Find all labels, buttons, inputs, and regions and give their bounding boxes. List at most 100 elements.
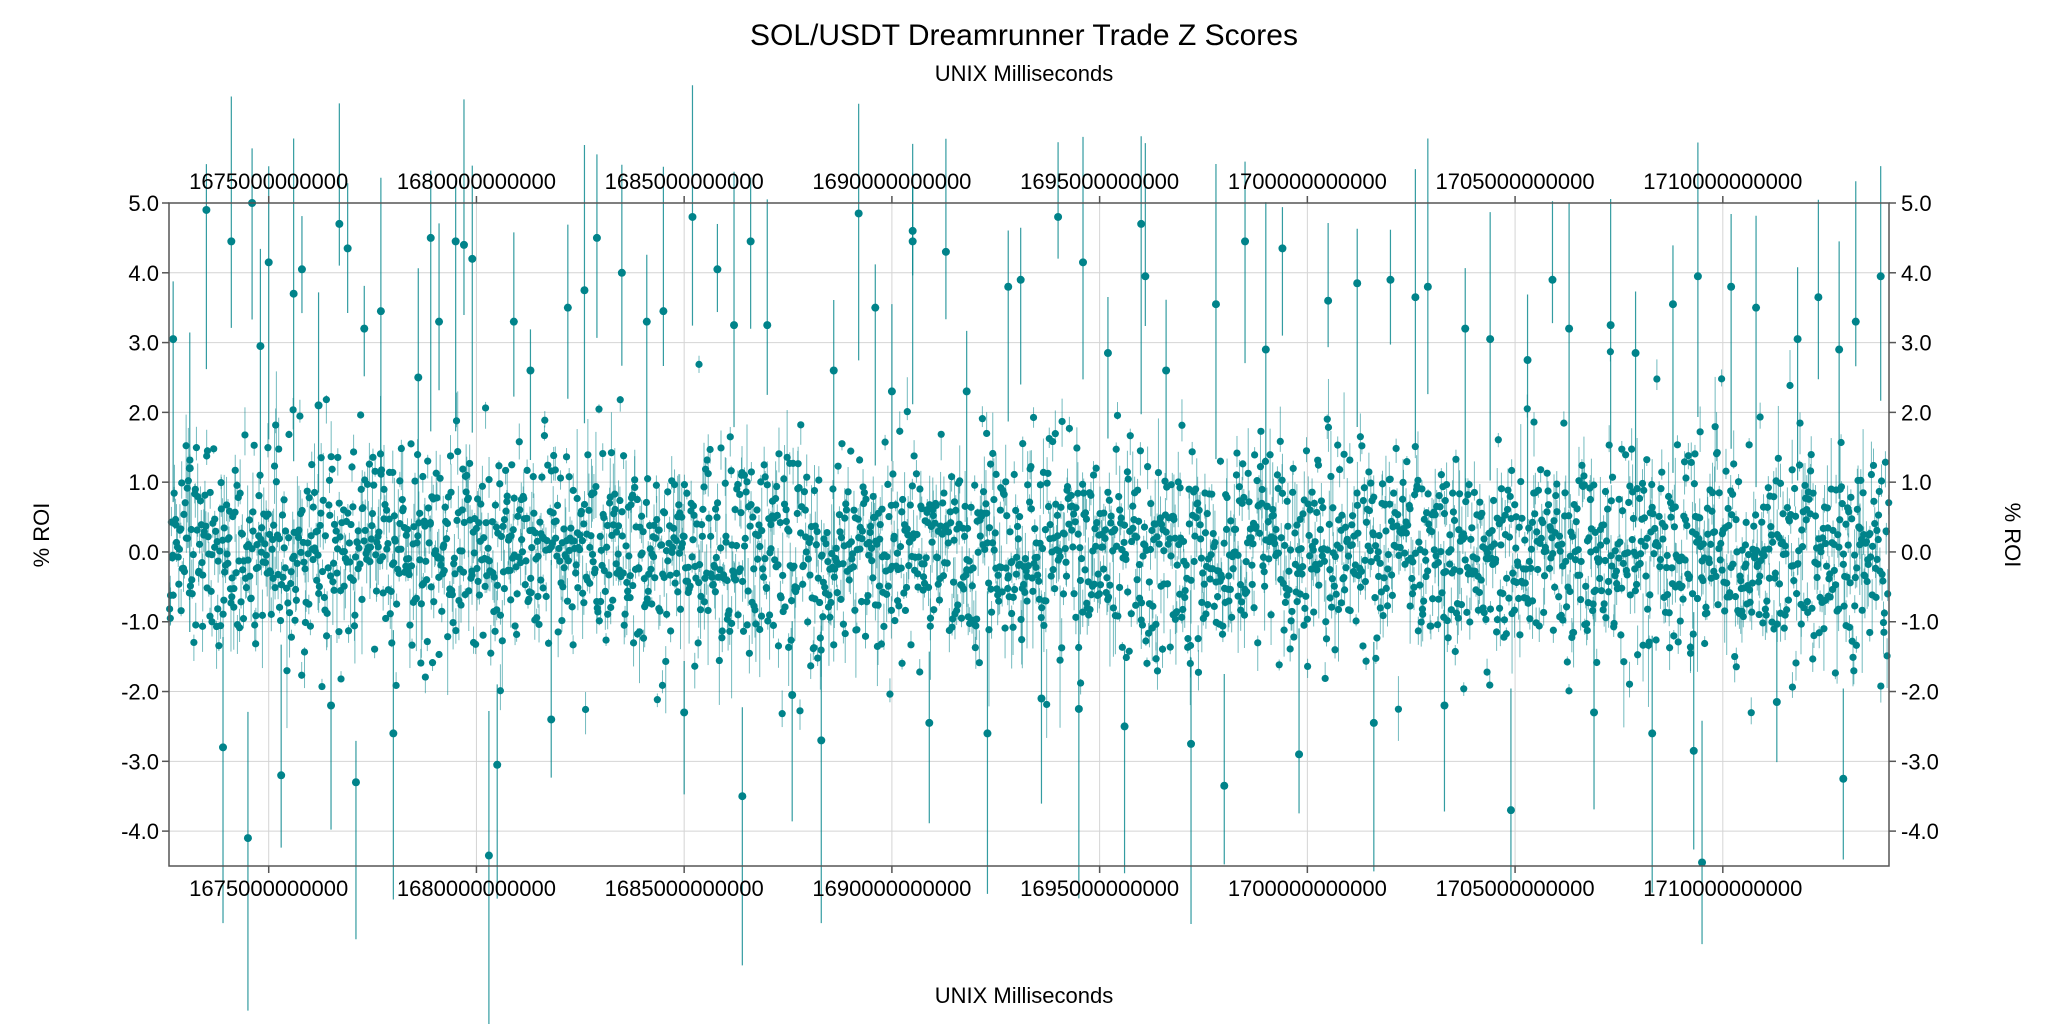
trade-point (1024, 481, 1032, 489)
trade-point (1565, 687, 1573, 695)
trade-point (1414, 627, 1422, 635)
trade-point (891, 617, 899, 625)
trade-point (670, 480, 679, 489)
trade-point (572, 569, 580, 577)
trade-point (1265, 555, 1273, 563)
trade-point (1179, 537, 1188, 546)
trade-point (1480, 535, 1488, 543)
trade-point (287, 568, 295, 576)
trade-point (340, 582, 348, 590)
trade-point (622, 542, 630, 550)
trade-point (218, 536, 227, 544)
trade-point (1044, 469, 1052, 477)
trade-point (1454, 614, 1462, 622)
trade-point (1653, 375, 1661, 383)
trade-point (669, 543, 677, 551)
trade-point (496, 687, 504, 695)
trade-point (1305, 531, 1313, 540)
trade-point (711, 505, 720, 513)
trade-point (1298, 570, 1306, 578)
trade-point (228, 574, 236, 582)
trade-point (1237, 606, 1245, 614)
trade-point (316, 521, 324, 530)
trade-point (325, 501, 333, 509)
trade-point (192, 444, 201, 452)
trade-point (1133, 486, 1142, 494)
trade-point (247, 594, 255, 602)
trade-point (1566, 552, 1574, 560)
trade-point (1442, 480, 1451, 489)
trade-point (715, 656, 723, 665)
trade-point (1256, 463, 1265, 471)
trade-point (1047, 572, 1055, 580)
trade-point (612, 560, 620, 568)
trade-point (1198, 598, 1206, 607)
trade-point (1493, 616, 1502, 624)
trade-point (195, 540, 204, 548)
trade-point (363, 480, 372, 488)
trade-point (481, 582, 489, 591)
trade-point (753, 506, 761, 514)
trade-point (550, 451, 558, 460)
trade-point (1361, 556, 1369, 564)
trade-point (1617, 631, 1625, 639)
trade-point (295, 526, 303, 534)
trade-point (790, 562, 798, 570)
trade-point (836, 528, 844, 536)
trade-point (1408, 574, 1416, 583)
trade-point (336, 533, 344, 541)
trade-point (1626, 591, 1634, 599)
trade-point (1650, 550, 1658, 558)
trade-point (1420, 515, 1428, 523)
trade-point (1253, 477, 1261, 485)
trade-point (619, 452, 628, 460)
trade-point (297, 548, 305, 557)
trade-point (440, 541, 448, 549)
trade-point (960, 532, 969, 541)
trade-point (198, 559, 206, 567)
trade-point (457, 601, 465, 609)
trade-point (600, 514, 608, 522)
trade-point (1340, 573, 1348, 582)
trade-point (903, 408, 911, 416)
trade-point (252, 612, 260, 620)
trade-point (1367, 479, 1375, 487)
trade-point (196, 497, 205, 505)
trade-point (1503, 574, 1511, 582)
trade-point (700, 598, 708, 606)
trade-point (438, 607, 446, 615)
trade-point (1313, 566, 1321, 574)
trade-point (1116, 506, 1124, 514)
trade-point (1336, 465, 1344, 474)
trade-point (360, 537, 368, 545)
trade-point (1074, 489, 1082, 497)
trade-point (214, 605, 222, 613)
trade-point (663, 610, 671, 618)
trade-point (1528, 518, 1537, 526)
trade-point (1192, 514, 1200, 522)
trade-point (559, 583, 567, 591)
trade-point (604, 610, 612, 618)
trade-point (913, 530, 921, 539)
trade-point (563, 597, 572, 605)
trade-point (1384, 565, 1392, 573)
trade-point (217, 479, 225, 487)
trade-point (327, 453, 335, 461)
trade-point (1018, 636, 1026, 644)
trade-point (1396, 543, 1404, 552)
trade-point (1386, 475, 1394, 483)
trade-point (1299, 563, 1307, 571)
trade-point (518, 536, 526, 544)
trade-point (1058, 644, 1066, 652)
trade-point (335, 499, 343, 507)
trade-point (1127, 610, 1135, 618)
trade-point (1029, 413, 1038, 422)
trade-point (1375, 531, 1383, 540)
trade-point (305, 600, 313, 608)
trade-point (1663, 551, 1671, 560)
trade-point (1062, 558, 1070, 566)
trade-point (1006, 528, 1014, 536)
trade-point (1144, 629, 1153, 637)
trade-point (392, 681, 400, 690)
trade-point (776, 518, 784, 527)
